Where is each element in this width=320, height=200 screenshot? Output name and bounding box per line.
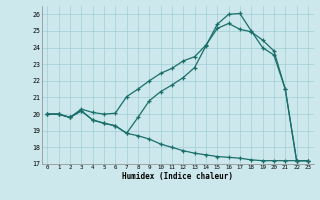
X-axis label: Humidex (Indice chaleur): Humidex (Indice chaleur) (122, 172, 233, 181)
